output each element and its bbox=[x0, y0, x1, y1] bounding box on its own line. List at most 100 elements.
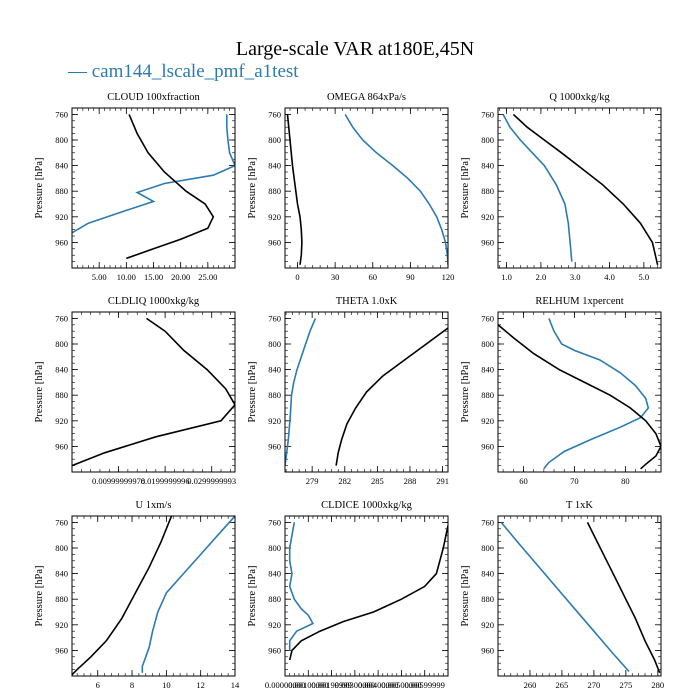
y-tick-label: 880 bbox=[268, 390, 281, 400]
y-tick-label: 920 bbox=[268, 620, 281, 630]
x-tick-label: 0.00400000 bbox=[358, 680, 398, 690]
series-line-model bbox=[72, 114, 235, 234]
legend-entry: — cam144_lscale_pmf_a1test bbox=[67, 61, 299, 82]
y-axis-label: Pressure [hPa] bbox=[247, 362, 258, 423]
y-tick-label: 880 bbox=[481, 594, 494, 604]
x-tick-label: 260 bbox=[524, 680, 537, 690]
y-tick-label: 960 bbox=[268, 237, 281, 247]
x-tick-label: 90 bbox=[406, 272, 415, 282]
y-axis-label: Pressure [hPa] bbox=[247, 158, 258, 219]
y-tick-label: 760 bbox=[481, 109, 494, 119]
x-tick-label: 25.00 bbox=[198, 272, 217, 282]
y-tick-label: 960 bbox=[268, 441, 281, 451]
y-axis-label: Pressure [hPa] bbox=[34, 566, 45, 627]
y-tick-label: 800 bbox=[55, 339, 68, 349]
series-line-model bbox=[502, 114, 573, 262]
y-tick-label: 920 bbox=[481, 416, 494, 426]
y-tick-label: 760 bbox=[268, 313, 281, 323]
y-tick-label: 840 bbox=[481, 365, 494, 375]
x-tick-label: 120 bbox=[442, 272, 455, 282]
x-tick-label: 275 bbox=[619, 680, 632, 690]
y-tick-label: 960 bbox=[481, 237, 494, 247]
x-tick-label: 270 bbox=[588, 680, 601, 690]
x-tick-label: 288 bbox=[404, 476, 417, 486]
x-tick-label: 0.0299999993 bbox=[187, 476, 236, 486]
y-axis-label: Pressure [hPa] bbox=[34, 158, 45, 219]
x-tick-label: 15.00 bbox=[144, 272, 163, 282]
series-line-model bbox=[288, 522, 315, 651]
y-tick-label: 760 bbox=[55, 313, 68, 323]
y-tick-label: 840 bbox=[481, 161, 494, 171]
y-tick-label: 760 bbox=[268, 109, 281, 119]
x-tick-label: 0.00100000 bbox=[288, 680, 328, 690]
y-tick-label: 840 bbox=[55, 161, 68, 171]
panel-9: T 1xK Pressure [hPa] 260 265 270 275 280 760 800… bbox=[460, 500, 664, 690]
x-tick-label: 2.0 bbox=[536, 272, 547, 282]
plot-frame bbox=[497, 515, 662, 677]
x-tick-label: 265 bbox=[556, 680, 569, 690]
panel-title: CLDLIQ 1000xkg/kg bbox=[108, 296, 200, 307]
x-tick-label: 0 bbox=[295, 272, 299, 282]
x-tick-label: 10.00 bbox=[117, 272, 136, 282]
x-tick-label: 12 bbox=[196, 680, 205, 690]
y-tick-label: 800 bbox=[268, 543, 281, 553]
y-tick-label: 960 bbox=[268, 645, 281, 655]
y-tick-label: 880 bbox=[481, 186, 494, 196]
y-tick-label: 840 bbox=[268, 161, 281, 171]
panel-4: CLDLIQ 1000xkg/kg Pressure [hPa] 0.0099999… bbox=[34, 296, 236, 486]
x-tick-label: 1.0 bbox=[501, 272, 512, 282]
panel-3: Q 1000xkg/kg Pressure [hPa] 1.0 2.0 3.0 4.0 5.… bbox=[460, 92, 662, 282]
plot-frame bbox=[71, 515, 236, 677]
y-tick-label: 760 bbox=[55, 109, 68, 119]
series-line-model bbox=[344, 113, 448, 265]
y-tick-label: 920 bbox=[481, 212, 494, 222]
y-tick-label: 880 bbox=[481, 390, 494, 400]
y-tick-label: 960 bbox=[481, 441, 494, 451]
plot-frame bbox=[497, 107, 662, 269]
y-axis-label: Pressure [hPa] bbox=[460, 566, 471, 627]
series-line-model bbox=[500, 521, 630, 673]
x-tick-label: 20.00 bbox=[171, 272, 190, 282]
y-axis-label: Pressure [hPa] bbox=[460, 362, 471, 423]
series-line-ref bbox=[72, 317, 235, 467]
y-tick-label: 800 bbox=[55, 543, 68, 553]
y-tick-label: 760 bbox=[55, 517, 68, 527]
y-tick-label: 880 bbox=[268, 186, 281, 196]
y-tick-label: 880 bbox=[268, 594, 281, 604]
y-tick-label: 920 bbox=[268, 416, 281, 426]
x-tick-label: 0.00300000 bbox=[335, 680, 375, 690]
y-tick-label: 840 bbox=[481, 569, 494, 579]
y-axis-label: Pressure [hPa] bbox=[460, 158, 471, 219]
y-tick-label: 840 bbox=[55, 569, 68, 579]
series-line-ref bbox=[72, 516, 173, 676]
panels-grid: CLOUD 100xfraction Pressure [hPa] 5.0 0 10.0… bbox=[34, 92, 664, 690]
y-tick-label: 960 bbox=[481, 645, 494, 655]
plot-frame bbox=[497, 311, 662, 473]
panel-title: CLDICE 1000xkg/kg bbox=[321, 500, 412, 511]
y-tick-label: 880 bbox=[55, 390, 68, 400]
y-tick-label: 840 bbox=[268, 365, 281, 375]
y-tick-label: 840 bbox=[268, 569, 281, 579]
y-tick-label: 800 bbox=[481, 543, 494, 553]
x-tick-label: 8 bbox=[130, 680, 134, 690]
plot-frame bbox=[284, 311, 449, 473]
plot-frame bbox=[71, 107, 236, 269]
x-tick-label: 0.00599999 bbox=[405, 680, 445, 690]
panel-title: THETA 1.0xK bbox=[336, 296, 398, 307]
y-tick-label: 880 bbox=[55, 186, 68, 196]
x-tick-label: 70 bbox=[570, 476, 579, 486]
y-tick-label: 760 bbox=[268, 517, 281, 527]
panel-title: CLOUD 100xfraction bbox=[107, 92, 200, 103]
panel-6: RELHUM 1xpercent Pressure [hPa] 60 70 80 760 8… bbox=[460, 296, 662, 486]
x-tick-label: 60 bbox=[519, 476, 528, 486]
y-tick-label: 920 bbox=[481, 620, 494, 630]
x-tick-label: 291 bbox=[436, 476, 449, 486]
x-tick-label: 5.0 bbox=[639, 272, 650, 282]
x-tick-label: 0.00199999 bbox=[311, 680, 351, 690]
panel-title: RELHUM 1xpercent bbox=[535, 296, 623, 307]
x-tick-label: 282 bbox=[338, 476, 351, 486]
x-tick-label: 10 bbox=[162, 680, 171, 690]
y-tick-label: 760 bbox=[481, 313, 494, 323]
series-line-ref bbox=[512, 113, 659, 265]
